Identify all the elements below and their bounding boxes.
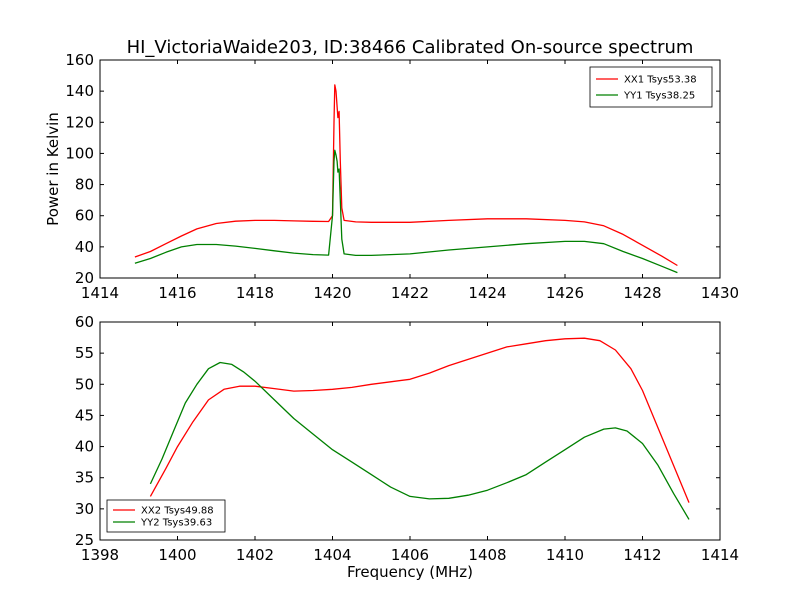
y-tick-label: 30 (75, 500, 94, 518)
legend-box (589, 66, 713, 108)
x-tick-label: 1398 (81, 546, 119, 564)
y-tick-label: 25 (75, 531, 94, 549)
y-tick-label: 50 (75, 375, 94, 393)
x-axis-label: Frequency (MHz) (347, 563, 473, 581)
legend: XX1 Tsys53.38 YY1 Tsys38.25 (589, 66, 713, 108)
series-line-yy (149, 361, 690, 520)
series-line-yy (134, 149, 678, 274)
y-tick-label: 40 (75, 438, 94, 456)
x-tick-label: 1412 (623, 546, 661, 564)
y-tick-label: 100 (65, 144, 94, 162)
figure-title: HI_VictoriaWaide203, ID:38466 Calibrated… (127, 37, 694, 58)
y-tick-label: 35 (75, 469, 94, 487)
y-axis-label: Power in Kelvin (44, 112, 62, 226)
y-tick-label: 140 (65, 82, 94, 100)
y-tick-label: 20 (75, 269, 94, 287)
legend-label: XX2 Tsys49.88 (141, 506, 214, 517)
y-tick-label: 45 (75, 406, 94, 424)
x-tick-label: 1426 (546, 284, 584, 302)
x-tick-label: 1414 (701, 546, 739, 564)
legend-label: YY1 Tsys38.25 (623, 91, 695, 102)
x-tick-label: 1418 (236, 284, 274, 302)
x-tick-label: 1400 (158, 546, 196, 564)
x-tick-label: 1408 (468, 546, 506, 564)
x-tick-label: 1422 (391, 284, 429, 302)
x-tick-label: 1430 (701, 284, 739, 302)
legend-label: YY2 Tsys39.63 (140, 518, 212, 529)
y-tick-label: 60 (75, 313, 94, 331)
x-tick-label: 1424 (468, 284, 506, 302)
x-tick-label: 1404 (313, 546, 351, 564)
x-tick-label: 1414 (81, 284, 119, 302)
x-tick-label: 1420 (313, 284, 351, 302)
x-tick-label: 1402 (236, 546, 274, 564)
top-spectrum-plot: 1414 1416 1418 1420 1422 1424 1426 1428 1430 20 40… (44, 51, 739, 302)
x-tick-label: 1410 (546, 546, 584, 564)
series-line-xx (134, 84, 678, 267)
legend-label: XX1 Tsys53.38 (624, 75, 697, 86)
series-line-xx (149, 337, 690, 503)
legend-box (106, 499, 226, 533)
y-tick-label: 160 (65, 51, 94, 69)
x-tick-label: 1406 (391, 546, 429, 564)
y-tick-label: 80 (75, 176, 94, 194)
x-tick-label: 1416 (158, 284, 196, 302)
y-tick-label: 40 (75, 238, 94, 256)
x-tick-label: 1428 (623, 284, 661, 302)
bottom-spectrum-plot: 1398 1400 1402 1404 1406 1408 1410 1412 1414 25 30… (75, 313, 739, 581)
y-tick-label: 60 (75, 207, 94, 225)
y-tick-label: 120 (65, 113, 94, 131)
y-tick-label: 55 (75, 344, 94, 362)
